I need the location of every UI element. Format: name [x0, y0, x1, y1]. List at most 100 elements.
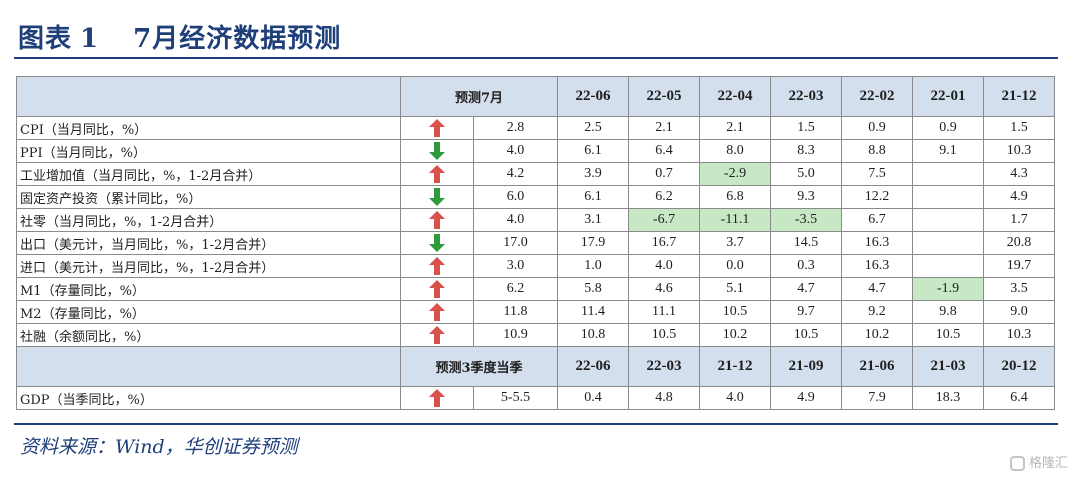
forecast-value: 6.0: [473, 185, 558, 209]
forecast-header-cell: 预测7月: [400, 76, 558, 117]
value-cell: 0.9: [912, 116, 984, 140]
value-cell: 8.0: [699, 139, 771, 163]
value-cell: 0.0: [699, 254, 771, 278]
value-cell: 7.5: [841, 162, 913, 186]
value-cell: 4.3: [983, 162, 1055, 186]
value-cell: [912, 231, 984, 255]
table-row: 固定资产投资（累计同比，%） 6.0 6.1 6.2 6.8 9.3 12.2 4.9: [16, 185, 1055, 209]
value-cell: 9.1: [912, 139, 984, 163]
trend-arrow-cell: [400, 300, 474, 324]
value-cell: [912, 208, 984, 232]
value-cell: 9.2: [841, 300, 913, 324]
indicator-label: M1（存量同比，%）: [16, 277, 401, 301]
arrow-up-icon: [429, 165, 445, 183]
arrow-up-icon: [429, 257, 445, 275]
value-cell: 16.3: [841, 231, 913, 255]
value-cell: 1.0: [557, 254, 629, 278]
period-header-cell: 22-03: [628, 346, 700, 387]
value-cell: 11.1: [628, 300, 700, 324]
header-blank-cell: [16, 76, 401, 117]
trend-arrow-cell: [400, 208, 474, 232]
value-cell: 3.5: [983, 277, 1055, 301]
value-cell: 9.8: [912, 300, 984, 324]
value-cell: 12.2: [841, 185, 913, 209]
header-blank-cell: [16, 346, 401, 387]
indicator-label: 工业增加值（当月同比，%，1-2月合并）: [16, 162, 401, 186]
value-cell: 2.1: [628, 116, 700, 140]
value-cell: 1.5: [770, 116, 842, 140]
value-cell: 3.9: [557, 162, 629, 186]
arrow-up-icon: [429, 389, 445, 407]
value-cell: 20.8: [983, 231, 1055, 255]
value-cell: 6.8: [699, 185, 771, 209]
value-cell: 5.1: [699, 277, 771, 301]
arrow-up-icon: [429, 280, 445, 298]
value-cell: 4.9: [770, 386, 842, 410]
value-cell: 4.8: [628, 386, 700, 410]
value-cell: -2.9: [699, 162, 771, 186]
period-header-cell: 21-12: [983, 76, 1055, 117]
forecast-header-cell: 预测3季度当季: [400, 346, 558, 387]
value-cell: 11.4: [557, 300, 629, 324]
period-header-cell: 22-04: [699, 76, 771, 117]
value-cell: 10.5: [699, 300, 771, 324]
value-cell: 6.4: [983, 386, 1055, 410]
value-cell: 3.1: [557, 208, 629, 232]
value-cell: 6.2: [628, 185, 700, 209]
indicator-label: GDP（当季同比，%）: [16, 386, 401, 410]
trend-arrow-cell: [400, 162, 474, 186]
period-header-cell: 21-12: [699, 346, 771, 387]
value-cell: 4.7: [770, 277, 842, 301]
trend-arrow-cell: [400, 139, 474, 163]
value-cell: 10.2: [699, 323, 771, 347]
arrow-down-icon: [429, 234, 445, 252]
value-cell: 6.7: [841, 208, 913, 232]
indicator-label: 社零（当月同比，%，1-2月合并）: [16, 208, 401, 232]
table-row: M2（存量同比，%） 11.8 11.4 11.1 10.5 9.7 9.2 9.8 9.0: [16, 300, 1055, 324]
trend-arrow-cell: [400, 277, 474, 301]
value-cell: 9.3: [770, 185, 842, 209]
indicator-label: 固定资产投资（累计同比，%）: [16, 185, 401, 209]
value-cell: 7.9: [841, 386, 913, 410]
title-underline: [14, 57, 1058, 59]
value-cell: [912, 185, 984, 209]
arrow-up-icon: [429, 211, 445, 229]
value-cell: 10.5: [628, 323, 700, 347]
period-header-cell: 22-05: [628, 76, 700, 117]
value-cell: [912, 254, 984, 278]
value-cell: 2.5: [557, 116, 629, 140]
value-cell: 10.3: [983, 323, 1055, 347]
value-cell: 16.7: [628, 231, 700, 255]
forecast-table: 预测7月 22-06 22-05 22-04 22-03 22-02 22-01 21-12 C…: [16, 76, 1055, 410]
table-row: 社零（当月同比，%，1-2月合并） 4.0 3.1 -6.7 -11.1 -3.5 6.7 1…: [16, 208, 1055, 232]
watermark-logo-icon: [1009, 456, 1025, 471]
forecast-value: 5-5.5: [473, 386, 558, 410]
forecast-value: 17.0: [473, 231, 558, 255]
forecast-value: 4.2: [473, 162, 558, 186]
table-row: PPI（当月同比，%） 4.0 6.1 6.4 8.0 8.3 8.8 9.1 10.3: [16, 139, 1055, 163]
indicator-label: M2（存量同比，%）: [16, 300, 401, 324]
table-header-row: 预测7月 22-06 22-05 22-04 22-03 22-02 22-01 21-12: [16, 76, 1055, 117]
indicator-label: 出口（美元计，当月同比，%，1-2月合并）: [16, 231, 401, 255]
trend-arrow-cell: [400, 254, 474, 278]
table-row: 社融（余额同比，%） 10.9 10.8 10.5 10.2 10.5 10.2 10.5 10…: [16, 323, 1055, 347]
value-cell: 10.5: [912, 323, 984, 347]
period-header-cell: 22-06: [557, 346, 629, 387]
period-header-cell: 21-03: [912, 346, 984, 387]
value-cell: 4.0: [699, 386, 771, 410]
period-header-cell: 22-03: [770, 76, 842, 117]
source-rule: [14, 423, 1058, 425]
table-row: GDP（当季同比，%） 5-5.5 0.4 4.8 4.0 4.9 7.9 18.3 6.4: [16, 386, 1055, 410]
value-cell: 8.3: [770, 139, 842, 163]
value-cell: 10.3: [983, 139, 1055, 163]
value-cell: 9.7: [770, 300, 842, 324]
value-cell: 16.3: [841, 254, 913, 278]
figure-title-text: 7月经济数据预测: [133, 24, 342, 54]
value-cell: 10.2: [841, 323, 913, 347]
trend-arrow-cell: [400, 386, 474, 410]
trend-arrow-cell: [400, 231, 474, 255]
value-cell: 10.8: [557, 323, 629, 347]
period-header-cell: 21-06: [841, 346, 913, 387]
period-header-cell: 22-02: [841, 76, 913, 117]
indicator-label: 社融（余额同比，%）: [16, 323, 401, 347]
